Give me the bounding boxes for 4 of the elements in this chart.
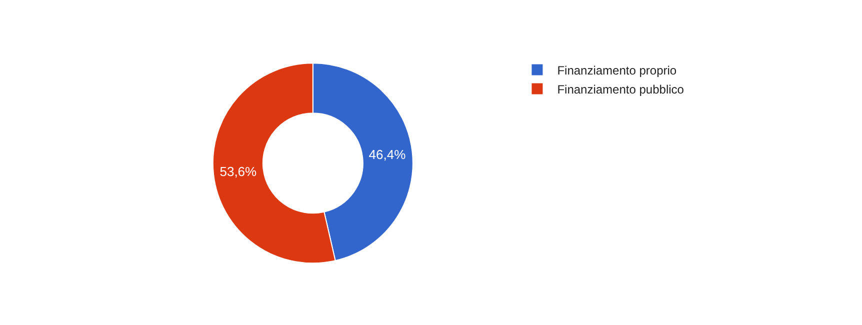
legend-label: Finanziamento proprio (557, 63, 677, 78)
legend-label: Finanziamento pubblico (557, 82, 684, 96)
data-label: 46,4% (368, 147, 406, 162)
data-label: 53,6% (220, 164, 258, 180)
